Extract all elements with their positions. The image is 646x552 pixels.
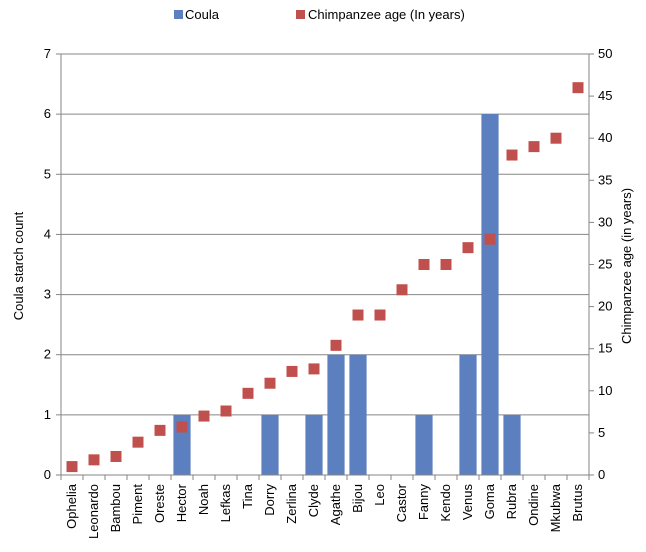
- point-venus: [462, 242, 474, 254]
- bar-agathe: [327, 354, 345, 475]
- left-tick-label: 1: [44, 407, 51, 422]
- category-label-tina: Tina: [240, 483, 255, 509]
- left-tick-label: 0: [44, 467, 51, 482]
- point-bambou: [110, 450, 122, 462]
- point-dorry: [264, 377, 276, 389]
- point-castor: [396, 284, 408, 296]
- point-leo: [374, 309, 386, 321]
- category-label-ophelia: Ophelia: [64, 483, 79, 529]
- point-lefkas: [220, 405, 232, 417]
- category-labels: Ophelia Leonardo Bambou Piment Oreste Hector N…: [64, 483, 585, 539]
- category-label-piment: Piment: [130, 484, 145, 525]
- right-tick-label: 20: [598, 299, 612, 314]
- category-label-zerlina: Zerlina: [284, 483, 299, 524]
- gridlines: [61, 53, 589, 416]
- y-axis-title-right: Chimpanzee age (in years): [619, 188, 634, 344]
- coula-bars: [173, 114, 521, 476]
- point-zerlina: [286, 365, 298, 377]
- right-tick-label: 35: [598, 172, 612, 187]
- category-label-leonardo: Leonardo: [86, 484, 101, 539]
- category-label-brutus: Brutus: [570, 484, 585, 522]
- point-ondine: [528, 141, 540, 153]
- point-clyde: [308, 363, 320, 375]
- point-brutus: [572, 82, 584, 94]
- legend-label-age: Chimpanzee age (In years): [308, 7, 465, 22]
- category-label-noah: Noah: [196, 484, 211, 515]
- right-tick-label: 25: [598, 257, 612, 272]
- category-label-goma: Goma: [482, 483, 497, 519]
- bar-clyde: [305, 414, 323, 475]
- right-tick-label: 15: [598, 341, 612, 356]
- left-tick-label: 7: [44, 46, 51, 61]
- right-tick-label: 50: [598, 46, 612, 61]
- category-label-oreste: Oreste: [152, 484, 167, 523]
- category-label-ondine: Ondine: [526, 484, 541, 526]
- point-noah: [198, 410, 210, 422]
- category-label-mkubwa: Mkubwa: [548, 483, 563, 532]
- left-tick-label: 4: [44, 226, 51, 241]
- category-label-leo: Leo: [372, 484, 387, 506]
- point-goma: [484, 233, 496, 245]
- category-label-venus: Venus: [460, 484, 475, 521]
- category-label-agathe: Agathe: [328, 484, 343, 525]
- category-label-bambou: Bambou: [108, 484, 123, 532]
- bar-dorry: [261, 414, 279, 475]
- point-piment: [132, 436, 144, 448]
- point-kendo: [440, 259, 452, 270]
- bar-fanny: [415, 414, 433, 475]
- point-leonardo: [88, 454, 100, 466]
- bar-goma: [481, 114, 499, 476]
- point-mkubwa: [550, 132, 562, 144]
- legend-label-coula: Coula: [185, 7, 220, 22]
- bar-venus: [459, 354, 477, 475]
- left-tick-label: 2: [44, 347, 51, 362]
- category-label-hector: Hector: [174, 483, 189, 522]
- left-tick-label: 3: [44, 287, 51, 302]
- point-tina: [242, 387, 254, 399]
- point-ophelia: [66, 461, 78, 473]
- point-bijou: [352, 309, 364, 321]
- age-points: [66, 82, 584, 473]
- right-tick-label: 45: [598, 88, 612, 103]
- bar-bijou: [349, 354, 367, 475]
- right-tick-label: 30: [598, 214, 612, 229]
- point-rubra: [506, 149, 518, 161]
- right-tick-label: 0: [598, 467, 605, 482]
- point-agathe: [330, 339, 342, 351]
- right-tick-label: 5: [598, 425, 605, 440]
- legend: Coula Chimpanzee age (In years): [174, 7, 465, 22]
- point-fanny: [418, 259, 430, 270]
- right-tick-label: 10: [598, 383, 612, 398]
- point-oreste: [154, 424, 166, 436]
- legend-swatch-coula: [174, 10, 183, 19]
- right-tick-label: 40: [598, 130, 612, 145]
- bar-rubra: [503, 414, 521, 475]
- category-label-kendo: Kendo: [438, 484, 453, 522]
- y-axis-title-left: Coula starch count: [11, 211, 26, 320]
- category-label-bijou: Bijou: [350, 484, 365, 513]
- category-label-rubra: Rubra: [504, 483, 519, 519]
- point-hector: [176, 421, 188, 433]
- category-label-dorry: Dorry: [262, 484, 277, 516]
- category-label-clyde: Clyde: [306, 484, 321, 517]
- category-label-lefkas: Lefkas: [218, 484, 233, 523]
- category-label-fanny: Fanny: [416, 484, 431, 521]
- left-tick-label: 5: [44, 166, 51, 181]
- left-tick-label: 6: [44, 106, 51, 121]
- category-label-castor: Castor: [394, 483, 409, 522]
- legend-swatch-age: [296, 10, 305, 19]
